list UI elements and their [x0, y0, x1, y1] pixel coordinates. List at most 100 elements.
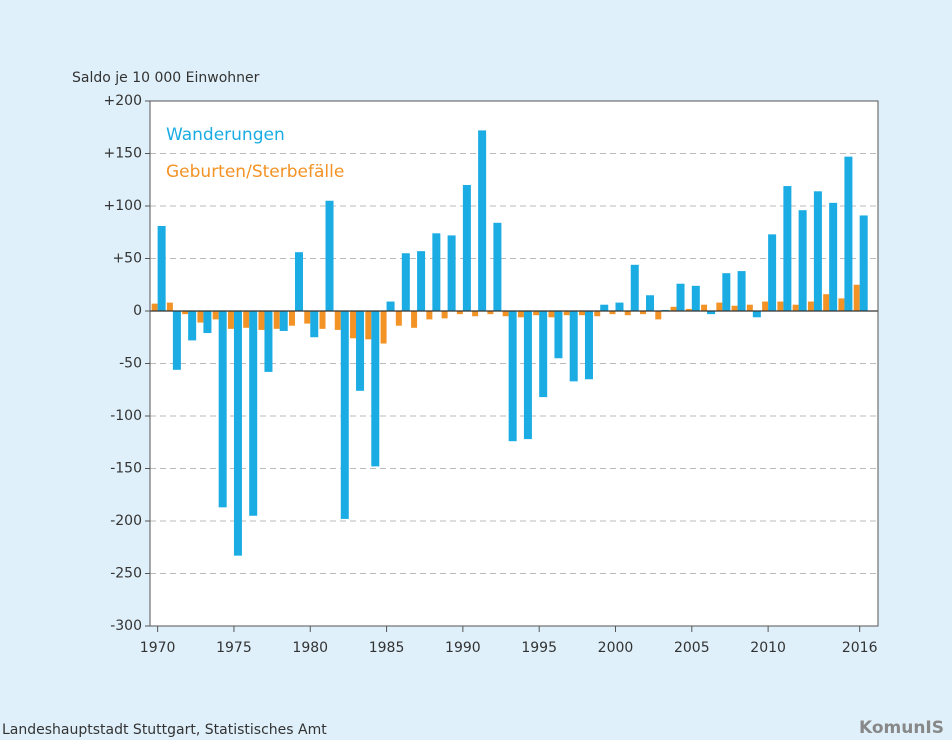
bar	[350, 311, 357, 339]
bar	[539, 311, 548, 398]
y-tick-label: -250	[110, 566, 142, 582]
bar	[783, 186, 792, 311]
bar	[798, 210, 807, 311]
logo: KomunIS	[859, 718, 944, 738]
bar	[792, 304, 799, 311]
bar	[829, 202, 838, 311]
bar	[853, 284, 860, 311]
y-tick-label: 0	[133, 303, 142, 319]
source: Landeshauptstadt Stuttgart, Statistische…	[2, 722, 327, 738]
bar	[182, 311, 189, 315]
y-tick-label: +150	[104, 146, 142, 162]
x-tick-label: 1980	[292, 640, 328, 656]
axis-title: Saldo je 10 000 Einwohner	[72, 70, 260, 86]
bar	[310, 311, 319, 338]
bar	[701, 304, 708, 311]
bar	[386, 301, 395, 311]
bar	[279, 311, 288, 331]
bar	[401, 253, 410, 311]
y-tick-label: -200	[110, 513, 142, 529]
y-tick-label: +200	[104, 93, 142, 109]
x-tick-label: 1975	[216, 640, 252, 656]
bar	[646, 295, 655, 311]
legend-entry: Wanderungen	[166, 125, 285, 145]
y-tick-label: +50	[112, 251, 142, 267]
bar	[584, 311, 593, 380]
bar	[716, 302, 723, 311]
bar	[426, 311, 433, 320]
bar	[441, 311, 448, 319]
bar	[752, 311, 761, 318]
bar	[768, 234, 777, 311]
y-tick-label: -100	[110, 408, 142, 424]
bar	[655, 311, 662, 320]
bar	[569, 311, 578, 382]
bar	[203, 311, 212, 334]
bar	[294, 252, 303, 311]
bar	[807, 301, 814, 311]
bar	[456, 311, 463, 315]
bar	[487, 311, 494, 315]
bar	[478, 130, 487, 311]
bar	[365, 311, 372, 340]
bar	[462, 185, 471, 311]
x-tick-label: 1995	[521, 640, 557, 656]
bar	[563, 311, 570, 316]
bar	[844, 156, 853, 311]
bar	[737, 271, 746, 311]
bar	[615, 302, 624, 311]
bar	[380, 311, 387, 344]
bar	[151, 303, 158, 311]
bar	[624, 311, 631, 316]
x-tick-label: 1985	[369, 640, 405, 656]
bar	[685, 308, 692, 311]
bar	[630, 264, 639, 311]
bar	[777, 301, 784, 311]
bar	[432, 233, 441, 311]
bar	[670, 306, 677, 311]
bar	[288, 311, 295, 326]
y-tick-label: -50	[119, 356, 142, 372]
bar	[640, 311, 647, 315]
bar	[264, 311, 273, 372]
y-tick-label: -300	[110, 618, 142, 634]
bar	[813, 191, 822, 311]
x-tick-label: 2010	[750, 640, 786, 656]
bar	[197, 311, 204, 323]
bar	[233, 311, 242, 556]
x-tick-label: 1990	[445, 640, 481, 656]
bar	[249, 311, 258, 516]
x-tick-label: 2005	[674, 640, 710, 656]
x-tick-label: 1970	[140, 640, 176, 656]
bar	[691, 285, 700, 311]
bar	[533, 311, 540, 316]
bar	[218, 311, 227, 508]
y-tick-label: +100	[104, 198, 142, 214]
bar	[609, 311, 616, 315]
y-tick-label: -150	[110, 461, 142, 477]
bar	[334, 311, 341, 330]
bar	[304, 311, 311, 324]
bar	[502, 311, 509, 317]
bar	[472, 311, 479, 317]
bar	[417, 251, 426, 311]
bar	[157, 225, 166, 311]
bar	[676, 283, 685, 311]
bar	[523, 311, 532, 440]
bar	[166, 302, 173, 311]
x-tick-label: 2000	[598, 640, 634, 656]
bar	[227, 311, 234, 329]
bar	[594, 311, 601, 317]
x-tick-label: 2016	[842, 640, 878, 656]
bar	[411, 311, 418, 328]
bar	[340, 311, 349, 519]
bar	[578, 311, 585, 316]
bar	[859, 215, 868, 311]
bar	[762, 301, 769, 311]
bar	[319, 311, 326, 329]
bar	[371, 311, 380, 467]
bar	[273, 311, 280, 329]
bar	[554, 311, 563, 359]
bar	[722, 273, 731, 311]
